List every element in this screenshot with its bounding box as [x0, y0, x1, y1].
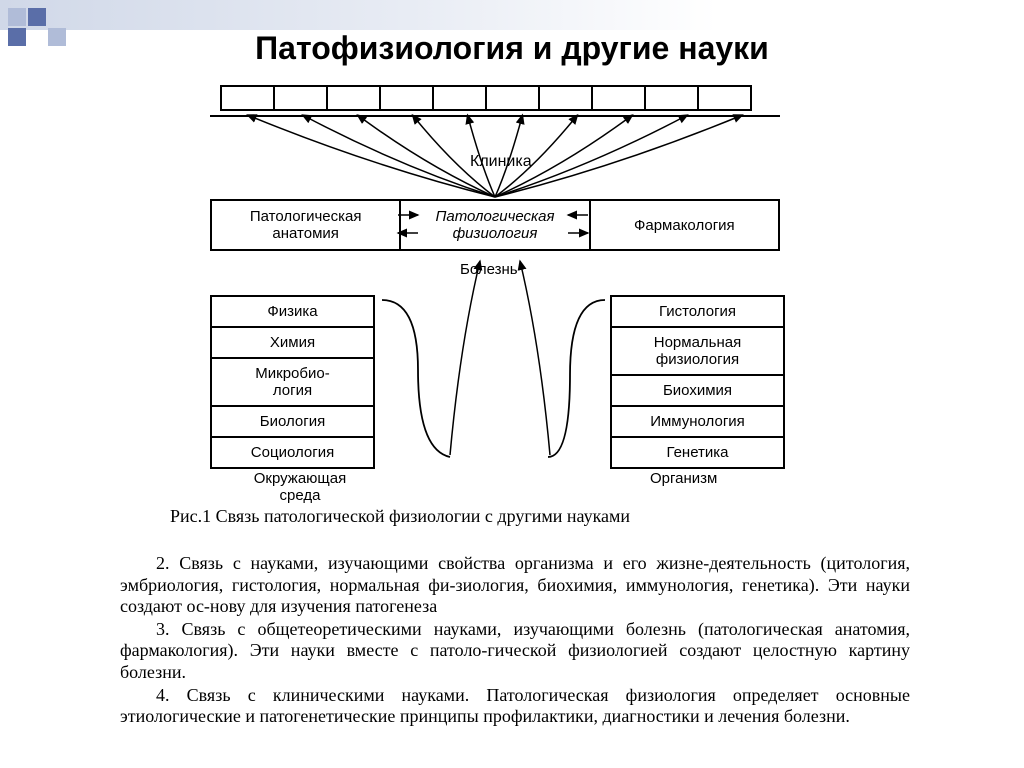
clinic-cell — [432, 85, 487, 111]
clinic-label: Клиника — [470, 153, 532, 171]
stack-cell: Иммунология — [612, 407, 783, 438]
clinic-cell — [644, 85, 699, 111]
left-stack: ФизикаХимияМикробио-логияБиологияСоциоло… — [210, 295, 375, 469]
stack-cell: Микробио-логия — [212, 359, 373, 407]
body-text: 2. Связь с науками, изучающими свойства … — [120, 553, 910, 729]
mid-cell-left: Патологическая анатомия — [212, 201, 401, 249]
stack-cell: Физика — [212, 297, 373, 328]
clinic-cell — [591, 85, 646, 111]
right-stack: ГистологияНормальная физиологияБиохимияИ… — [610, 295, 785, 469]
stack-cell: Биохимия — [612, 376, 783, 407]
clinic-baseline — [210, 115, 780, 117]
mid-cell-right: Фармакология — [591, 201, 778, 249]
disease-label: Болезнь — [460, 261, 518, 278]
stack-cell: Генетика — [612, 438, 783, 467]
clinic-cells-row — [220, 85, 750, 111]
left-stack-label: Окружающая среда — [240, 470, 360, 504]
stack-cell: Биология — [212, 407, 373, 438]
figure-caption: Рис.1 Связь патологической физиологии с … — [170, 505, 770, 528]
paragraph: 4. Связь с клиническими науками. Патолог… — [120, 685, 910, 728]
paragraph: 2. Связь с науками, изучающими свойства … — [120, 553, 910, 618]
slide-top-gradient — [0, 0, 1024, 30]
mid-cell-center: Патологическая физиология — [401, 201, 590, 249]
clinic-cell — [379, 85, 434, 111]
clinic-cell — [538, 85, 593, 111]
mid-left-text: Патологическая анатомия — [218, 208, 393, 242]
right-stack-label: Организм — [650, 470, 717, 487]
clinic-cell — [326, 85, 381, 111]
clinic-cell — [485, 85, 540, 111]
mid-right-text: Фармакология — [634, 217, 735, 234]
paragraph: 3. Связь с общетеоретическими науками, и… — [120, 619, 910, 684]
stack-cell: Социология — [212, 438, 373, 467]
middle-row: Патологическая анатомия Патологическая ф… — [210, 199, 780, 251]
clinic-cell — [697, 85, 752, 111]
slide-title: Патофизиология и другие науки — [0, 30, 1024, 67]
stack-cell: Нормальная физиология — [612, 328, 783, 376]
sciences-diagram: Клиника Патологическая анатомия Патологи… — [150, 85, 870, 505]
mid-center-text: Патологическая физиология — [407, 208, 582, 242]
clinic-cell — [220, 85, 275, 111]
clinic-cell — [273, 85, 328, 111]
stack-cell: Химия — [212, 328, 373, 359]
stack-cell: Гистология — [612, 297, 783, 328]
